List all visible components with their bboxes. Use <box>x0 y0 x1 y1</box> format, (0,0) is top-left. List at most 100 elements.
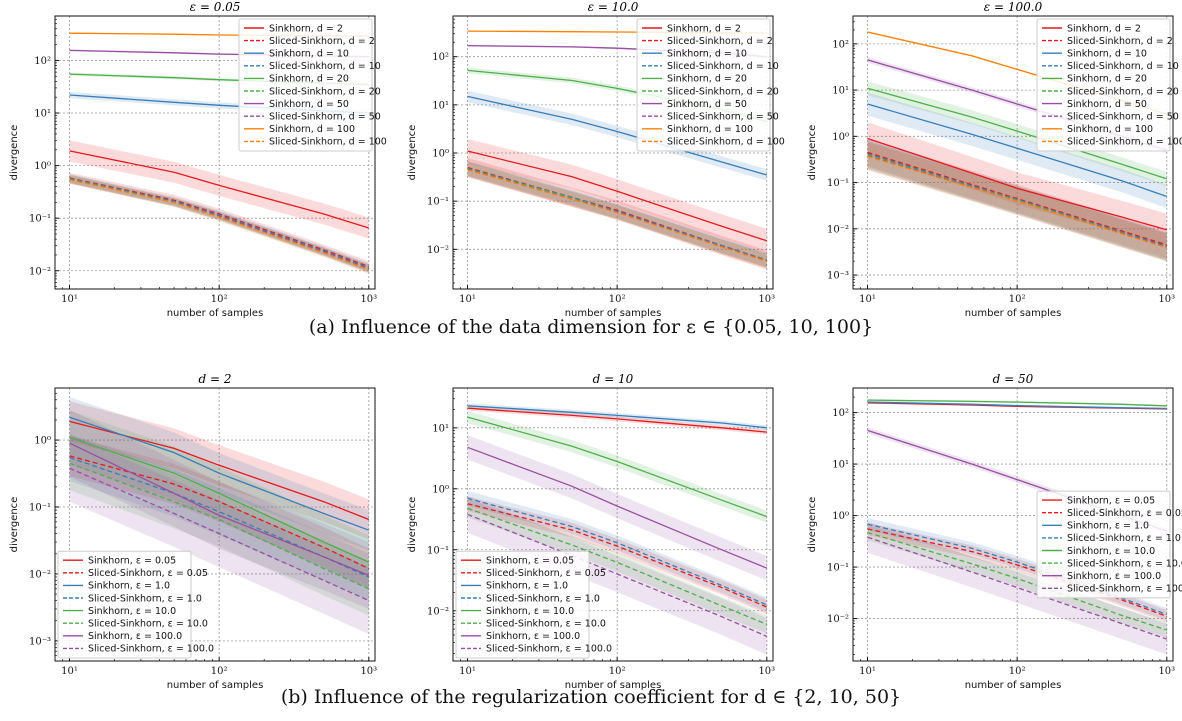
x-tick-label: 10² <box>211 666 228 677</box>
x-tick-label: 10¹ <box>459 666 476 677</box>
legend-label: Sinkhorn, d = 10 <box>667 49 747 60</box>
axes-frame <box>54 15 376 290</box>
y-tick-label: 10¹ <box>432 100 449 111</box>
legend-label: Sliced-Sinkhorn, ε = 10.0 <box>1067 558 1182 569</box>
y-axis-label: divergence <box>807 497 818 553</box>
y-tick-label: 10⁻¹ <box>427 545 449 556</box>
series-band <box>69 174 369 272</box>
y-tick-label: 10⁻¹ <box>827 563 849 574</box>
legend-label: Sinkhorn, d = 10 <box>269 49 349 60</box>
x-tick-label: 10² <box>609 666 626 677</box>
series-line <box>467 169 767 263</box>
series-band <box>467 157 767 270</box>
y-tick-label: 10⁻² <box>427 245 449 256</box>
series-line <box>867 137 1167 231</box>
chart-panel: 10¹ 10² 10³ 10⁻³ 10⁻² 10⁻¹ 10⁰ 10¹ 10² ε = 100.0 n… <box>807 0 1182 319</box>
series-band <box>467 139 767 253</box>
series-band <box>867 81 1167 186</box>
series-line <box>467 497 768 606</box>
axes-frame <box>54 387 376 662</box>
y-tick-label: 10⁻¹ <box>827 178 849 189</box>
legend-label: Sinkhorn, ε = 1.0 <box>1067 521 1149 532</box>
legend-label: Sinkhorn, d = 50 <box>1067 99 1147 110</box>
series-line <box>867 399 1167 407</box>
legend-label: Sliced-Sinkhorn, ε = 10.0 <box>88 619 208 630</box>
chart-panel: 10¹ 10² 10³ 10⁻² 10⁻¹ 10⁰ 10¹ 10² ε = 10.0 number… <box>407 0 785 319</box>
series-line <box>69 455 370 570</box>
series-band <box>467 499 767 634</box>
y-tick-label: 10² <box>34 56 51 67</box>
chart-title: d = 10 <box>593 372 634 386</box>
legend-label: Sliced-Sinkhorn, ε = 1.0 <box>486 593 600 604</box>
y-tick-label: 10¹ <box>832 460 849 471</box>
y-tick-label: 10⁻² <box>29 569 51 580</box>
legend-label: Sliced-Sinkhorn, d = 50 <box>269 112 381 123</box>
legend-label: Sliced-Sinkhorn, ε = 1.0 <box>1067 533 1181 544</box>
x-tick-label: 10³ <box>360 666 377 677</box>
legend-label: Sliced-Sinkhorn, ε = 100.0 <box>1067 584 1182 595</box>
legend-label: Sliced-Sinkhorn, ε = 100.0 <box>486 644 612 655</box>
caption-a: (a) Influence of the data dimension for … <box>308 316 874 338</box>
legend-box <box>636 18 771 152</box>
y-tick-label: 10⁰ <box>34 161 51 172</box>
series-line <box>867 151 1167 246</box>
legend-label: Sinkhorn, d = 20 <box>269 74 349 85</box>
series-line <box>867 531 1168 631</box>
series-line <box>69 150 369 229</box>
series-band <box>867 31 1167 116</box>
legend: Sinkhorn, d = 2 Sliced-Sinkhorn, d = 2 Sin… <box>636 18 785 152</box>
y-tick-label: 10⁰ <box>832 132 849 143</box>
legend: Sinkhorn, d = 2 Sliced-Sinkhorn, d = 2 Sin… <box>1036 18 1182 152</box>
series-band <box>69 436 369 616</box>
series-line <box>867 401 1167 410</box>
series-band <box>69 409 369 609</box>
y-tick-label: 10⁻¹ <box>29 503 51 514</box>
series-band <box>467 162 767 269</box>
series-band <box>467 161 767 268</box>
chart-panel: 10¹ 10² 10³ 10⁻³ 10⁻² 10⁻¹ 10⁰ d = 2 number of s… <box>9 372 377 691</box>
legend-label: Sinkhorn, d = 50 <box>269 99 349 110</box>
series-line <box>69 442 370 577</box>
y-tick-label: 10⁰ <box>34 436 51 447</box>
axes-frame <box>852 15 1174 290</box>
legend-label: Sinkhorn, ε = 0.05 <box>486 556 574 567</box>
chart-panel: 10¹ 10² 10³ 10⁻² 10⁻¹ 10⁰ 10¹ 10² ε = 0.05 number… <box>9 0 387 319</box>
legend-label: Sinkhorn, d = 100 <box>269 124 355 135</box>
series-line <box>867 155 1167 249</box>
series-band <box>69 140 369 239</box>
series-line <box>467 407 767 433</box>
x-axis-label: number of samples <box>965 308 1062 319</box>
legend-label: Sliced-Sinkhorn, d = 20 <box>667 86 779 97</box>
caption-b: (b) Influence of the regularization coef… <box>280 686 902 708</box>
series-line <box>69 178 370 270</box>
y-tick-label: 10¹ <box>432 423 449 434</box>
y-tick-label: 10⁰ <box>832 511 849 522</box>
legend-label: Sliced-Sinkhorn, d = 2 <box>269 36 375 47</box>
series-line <box>467 446 768 569</box>
legend-label: Sliced-Sinkhorn, d = 100 <box>1067 137 1182 148</box>
series-line <box>467 513 768 637</box>
series-line <box>69 177 370 268</box>
y-tick-label: 10⁰ <box>432 149 449 160</box>
series-band <box>867 518 1167 621</box>
x-tick-label: 10¹ <box>459 294 476 305</box>
legend-label: Sinkhorn, ε = 10.0 <box>1067 546 1155 557</box>
x-tick-label: 10² <box>609 294 626 305</box>
y-tick-label: 10⁻¹ <box>29 214 51 225</box>
legend-label: Sliced-Sinkhorn, ε = 0.05 <box>88 568 208 579</box>
y-axis-label: divergence <box>9 125 20 181</box>
legend-label: Sliced-Sinkhorn, d = 10 <box>1067 61 1179 72</box>
series-line <box>467 416 768 518</box>
series-line <box>467 405 767 429</box>
legend-label: Sinkhorn, ε = 10.0 <box>88 606 176 617</box>
series-band <box>467 411 767 523</box>
y-tick-label: 10⁻² <box>827 614 849 625</box>
legend-label: Sinkhorn, d = 10 <box>1067 49 1147 60</box>
legend-label: Sinkhorn, d = 2 <box>1067 23 1141 34</box>
legend-label: Sinkhorn, ε = 0.05 <box>1067 495 1155 506</box>
y-tick-label: 10⁻² <box>427 606 449 617</box>
chart-title: ε = 100.0 <box>984 0 1043 14</box>
